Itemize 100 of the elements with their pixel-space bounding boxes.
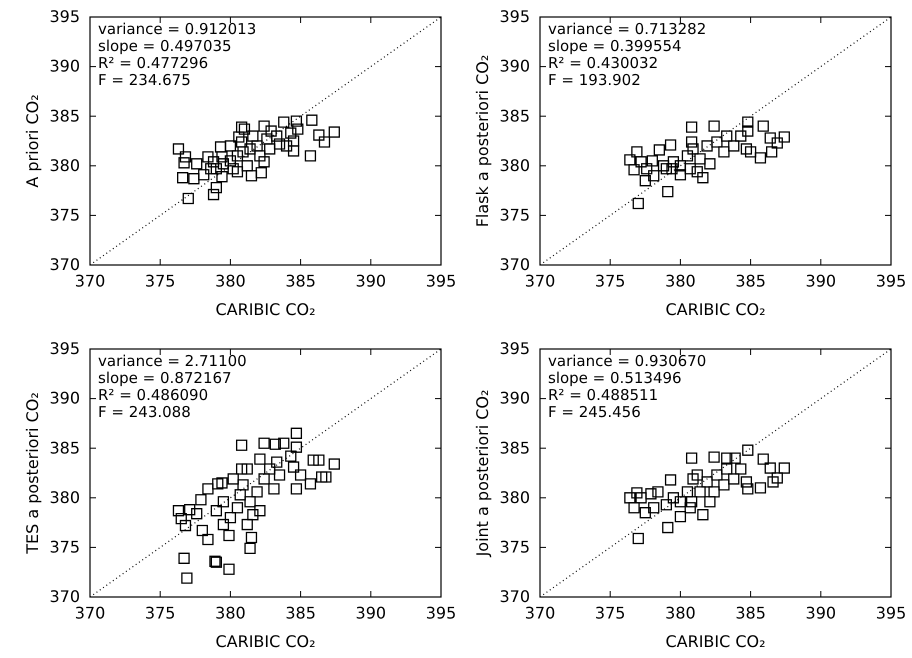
point <box>177 172 188 184</box>
point <box>686 121 698 133</box>
point <box>188 173 200 184</box>
point <box>631 146 643 158</box>
point <box>631 487 643 498</box>
point <box>684 163 696 174</box>
point <box>271 130 282 142</box>
point <box>274 469 286 481</box>
x-tick-label: 385 <box>285 603 316 622</box>
point <box>730 452 741 464</box>
point <box>701 140 713 152</box>
point <box>270 438 281 450</box>
point <box>624 154 636 166</box>
point <box>666 163 678 174</box>
point <box>772 137 783 149</box>
point <box>258 473 270 485</box>
point <box>674 160 686 172</box>
point <box>320 471 332 483</box>
annotation: R² = 0.488511 <box>548 386 658 404</box>
annotation: slope = 0.399554 <box>548 37 682 55</box>
point <box>205 163 216 174</box>
x-tick-label: 395 <box>876 603 906 622</box>
y-tick-label: 390 <box>49 56 80 76</box>
point <box>694 486 706 498</box>
point <box>742 116 754 128</box>
point <box>645 488 657 500</box>
point <box>223 530 235 542</box>
point <box>242 518 253 530</box>
y-tick-label: 380 <box>49 488 80 507</box>
point <box>236 121 248 133</box>
annotation: F = 193.902 <box>548 71 641 89</box>
point <box>247 509 259 520</box>
point <box>767 476 779 488</box>
point <box>660 499 672 510</box>
point <box>682 150 694 162</box>
point <box>674 511 686 522</box>
point <box>758 120 769 132</box>
point <box>195 494 207 506</box>
annotation: F = 243.088 <box>98 403 191 421</box>
point <box>251 140 263 152</box>
point <box>772 472 783 484</box>
point <box>711 136 723 148</box>
point <box>704 496 716 508</box>
point <box>244 496 256 508</box>
point <box>742 444 754 456</box>
point <box>218 158 230 170</box>
point <box>652 486 664 498</box>
point <box>180 151 192 163</box>
point <box>288 145 300 157</box>
point <box>208 188 220 200</box>
y-tick-label: 395 <box>499 7 530 26</box>
point <box>708 451 720 463</box>
point <box>261 133 273 145</box>
point <box>778 462 790 474</box>
point <box>641 163 652 174</box>
point <box>308 454 319 466</box>
point <box>178 552 190 564</box>
y-tick-label: 390 <box>499 56 530 76</box>
point <box>632 532 644 544</box>
annotation: R² = 0.430032 <box>548 54 658 72</box>
point <box>684 502 696 514</box>
point <box>228 473 239 485</box>
point <box>290 483 302 495</box>
point <box>721 463 732 475</box>
point <box>256 167 267 178</box>
point <box>258 438 270 449</box>
x-tick-label: 390 <box>806 603 836 622</box>
point <box>244 143 256 155</box>
point <box>242 160 253 172</box>
point <box>728 473 740 485</box>
x-tick-label: 380 <box>665 603 696 622</box>
point <box>184 504 196 516</box>
y-axis-title: A priori CO₂ <box>23 94 42 188</box>
point <box>316 471 328 483</box>
point <box>721 130 732 142</box>
annotation: variance = 0.912013 <box>98 20 256 38</box>
point <box>178 157 190 168</box>
point <box>778 131 790 143</box>
point <box>742 483 754 495</box>
point <box>216 151 228 163</box>
point <box>232 502 244 514</box>
point <box>658 160 670 172</box>
x-axis-title: CARIBIC CO₂ <box>215 632 316 651</box>
point <box>313 454 324 466</box>
point <box>735 130 746 142</box>
y-tick-label: 380 <box>499 156 530 175</box>
x-tick-label: 395 <box>876 271 906 290</box>
point <box>271 456 282 468</box>
point <box>285 127 296 139</box>
y-tick-label: 390 <box>49 388 80 408</box>
point <box>214 141 226 153</box>
x-tick-label: 385 <box>285 271 316 290</box>
y-tick-label: 375 <box>499 206 530 225</box>
point <box>264 463 276 475</box>
point <box>728 140 740 152</box>
point <box>687 473 699 485</box>
point <box>694 153 706 165</box>
point <box>202 151 214 163</box>
y-tick-label: 375 <box>49 206 80 225</box>
point <box>224 140 236 152</box>
